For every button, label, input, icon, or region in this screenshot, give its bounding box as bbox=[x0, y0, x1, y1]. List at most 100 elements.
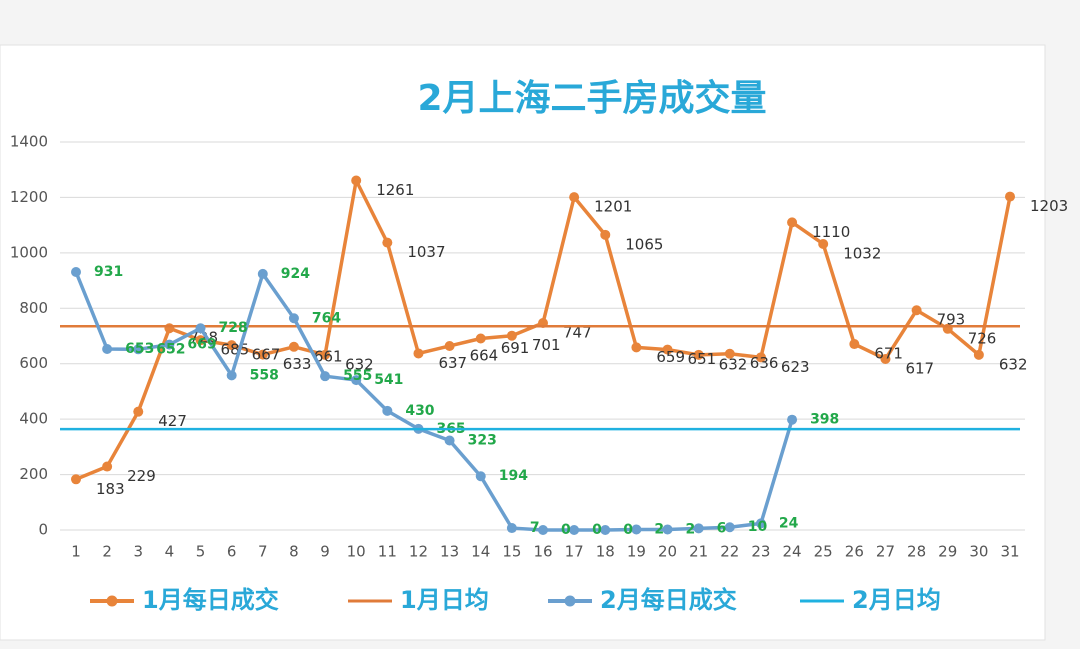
data-point bbox=[569, 525, 580, 535]
x-tick-label: 30 bbox=[969, 543, 988, 561]
data-point bbox=[382, 405, 393, 416]
data-label: 10 bbox=[748, 519, 768, 535]
x-tick-label: 3 bbox=[133, 543, 143, 561]
data-label: 637 bbox=[438, 354, 467, 372]
series-line bbox=[74, 271, 794, 532]
x-tick-label: 4 bbox=[165, 543, 175, 561]
data-point bbox=[320, 349, 331, 360]
data-label: 664 bbox=[470, 346, 499, 364]
data-label: 430 bbox=[405, 403, 434, 419]
x-tick-label: 20 bbox=[658, 543, 677, 561]
x-tick-label: 18 bbox=[596, 543, 615, 561]
data-point bbox=[444, 340, 455, 351]
data-label: 7 bbox=[530, 520, 540, 536]
data-point bbox=[226, 340, 237, 351]
x-tick-label: 7 bbox=[258, 543, 268, 561]
data-point bbox=[475, 471, 486, 482]
y-tick-label: 1000 bbox=[10, 243, 48, 261]
data-label: 632 bbox=[719, 355, 748, 373]
data-point bbox=[257, 349, 268, 360]
data-label: 651 bbox=[688, 350, 717, 368]
data-point bbox=[382, 237, 393, 248]
data-point bbox=[475, 333, 486, 344]
data-point bbox=[693, 523, 704, 534]
x-tick-label: 1 bbox=[71, 543, 81, 561]
data-point bbox=[71, 266, 81, 277]
data-label: 2 bbox=[654, 521, 664, 537]
data-point bbox=[133, 344, 144, 355]
data-point bbox=[195, 323, 206, 334]
data-label: 0 bbox=[623, 522, 633, 538]
data-point bbox=[569, 192, 580, 203]
data-label: 183 bbox=[96, 480, 125, 498]
data-label: 1110 bbox=[812, 223, 850, 241]
x-tick-label: 27 bbox=[876, 543, 895, 561]
x-tick-label: 6 bbox=[227, 543, 237, 561]
y-tick-label: 600 bbox=[19, 354, 48, 372]
data-label: 671 bbox=[874, 345, 903, 363]
x-tick-label: 13 bbox=[440, 543, 459, 561]
data-point bbox=[538, 525, 548, 535]
data-point bbox=[662, 344, 673, 355]
data-label: 667 bbox=[252, 346, 281, 364]
x-tick-label: 26 bbox=[845, 543, 864, 561]
data-label: 1032 bbox=[843, 244, 881, 262]
x-tick-label: 9 bbox=[320, 543, 330, 561]
data-point bbox=[631, 342, 642, 353]
y-tick-label: 200 bbox=[19, 465, 48, 483]
data-point bbox=[911, 305, 922, 316]
data-label: 701 bbox=[532, 336, 561, 354]
x-tick-label: 19 bbox=[627, 543, 646, 561]
data-point bbox=[506, 523, 517, 534]
data-label: 398 bbox=[810, 412, 839, 428]
data-label: 747 bbox=[563, 323, 592, 341]
data-label: 1065 bbox=[625, 235, 663, 253]
data-point bbox=[755, 352, 766, 363]
data-label: 555 bbox=[343, 368, 372, 384]
data-label: 6 bbox=[717, 520, 727, 536]
data-point bbox=[973, 349, 984, 360]
x-tick-label: 28 bbox=[907, 543, 926, 561]
data-label: 1261 bbox=[376, 181, 414, 199]
data-label: 669 bbox=[187, 337, 216, 353]
x-tick-label: 17 bbox=[565, 543, 584, 561]
data-label: 0 bbox=[592, 522, 602, 538]
legend-label: 1月日均 bbox=[400, 586, 489, 614]
data-label: 2 bbox=[686, 521, 696, 537]
data-point bbox=[631, 524, 642, 535]
x-tick-label: 31 bbox=[1000, 543, 1019, 561]
legend-label: 2月日均 bbox=[852, 586, 941, 614]
data-point bbox=[413, 348, 424, 359]
x-tick-label: 11 bbox=[378, 543, 397, 561]
y-tick-label: 800 bbox=[19, 299, 48, 317]
data-point bbox=[351, 175, 362, 186]
data-point bbox=[226, 370, 237, 381]
data-label: 427 bbox=[158, 412, 187, 430]
data-point bbox=[818, 238, 829, 249]
y-tick-label: 0 bbox=[38, 521, 48, 539]
data-label: 632 bbox=[345, 355, 374, 373]
data-label: 661 bbox=[314, 347, 343, 365]
data-point bbox=[787, 414, 798, 425]
data-label: 793 bbox=[937, 311, 966, 329]
legend-label: 1月每日成交 bbox=[142, 586, 279, 614]
x-tick-label: 12 bbox=[409, 543, 428, 561]
x-tick-label: 23 bbox=[751, 543, 770, 561]
y-tick-label: 400 bbox=[19, 410, 48, 428]
data-point bbox=[195, 335, 206, 346]
data-label: 323 bbox=[468, 432, 497, 448]
data-label: 691 bbox=[501, 339, 530, 357]
data-label: 728 bbox=[219, 320, 248, 336]
data-point bbox=[849, 339, 860, 350]
data-label: 764 bbox=[312, 310, 341, 326]
data-label: 685 bbox=[221, 341, 250, 359]
x-tick-label: 5 bbox=[196, 543, 206, 561]
data-point bbox=[880, 354, 891, 365]
data-point bbox=[506, 330, 517, 341]
data-point bbox=[102, 461, 113, 472]
data-point bbox=[320, 371, 331, 382]
data-label: 931 bbox=[94, 264, 123, 280]
x-tick-label: 24 bbox=[783, 543, 802, 561]
x-tick-label: 15 bbox=[502, 543, 521, 561]
